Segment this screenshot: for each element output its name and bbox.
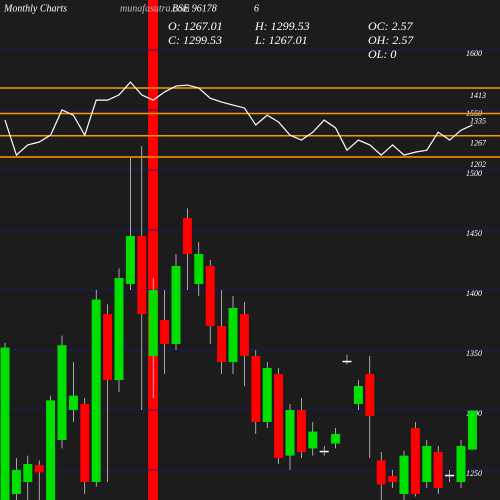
candle-body bbox=[205, 266, 215, 327]
candle-body bbox=[296, 410, 306, 453]
candle-body bbox=[68, 395, 78, 411]
candle-body bbox=[456, 446, 466, 483]
candle-body bbox=[148, 290, 158, 357]
candle-body bbox=[46, 400, 56, 500]
y-tick-label: 1600 bbox=[466, 49, 482, 58]
level-label: 1202 bbox=[470, 160, 486, 169]
level-label: 1267 bbox=[470, 139, 487, 148]
candle-body bbox=[274, 374, 284, 459]
candle-body bbox=[103, 314, 113, 381]
candle-body bbox=[365, 374, 375, 417]
candle-body bbox=[171, 266, 181, 345]
stat: OC: 2.57 bbox=[368, 19, 414, 33]
candle-body bbox=[422, 446, 432, 483]
candle-body bbox=[160, 320, 170, 345]
candle-body bbox=[399, 455, 409, 495]
stat: C: 1299.53 bbox=[168, 33, 222, 47]
candle-body bbox=[376, 460, 386, 485]
stat: O: 1267.01 bbox=[168, 19, 223, 33]
y-tick-label: 1250 bbox=[466, 469, 482, 478]
symbol: BSE 96178 bbox=[172, 3, 217, 14]
candle-body bbox=[285, 410, 295, 456]
candle-body bbox=[262, 368, 272, 423]
y-tick-label: 1450 bbox=[466, 229, 482, 238]
candle-body bbox=[353, 386, 363, 405]
candle-body bbox=[137, 236, 147, 315]
candle-body bbox=[388, 476, 398, 483]
candle-body bbox=[23, 464, 33, 483]
candle-body bbox=[239, 314, 249, 357]
candle-body bbox=[217, 326, 227, 363]
highlight-bar bbox=[148, 0, 158, 500]
stat: OH: 2.57 bbox=[368, 33, 414, 47]
candle-body bbox=[114, 278, 124, 381]
candle-body bbox=[91, 299, 101, 483]
candle-body bbox=[57, 345, 67, 441]
candle-body bbox=[228, 308, 238, 363]
candle-body bbox=[0, 347, 10, 500]
indicator-line bbox=[4, 81, 473, 157]
candle-body bbox=[34, 465, 44, 473]
candle-body bbox=[342, 360, 352, 363]
stat: H: 1299.53 bbox=[254, 19, 310, 33]
candle-body bbox=[11, 470, 21, 495]
candle-body bbox=[433, 452, 443, 489]
candle-body bbox=[194, 254, 204, 285]
extra: 6 bbox=[254, 3, 259, 14]
candle-body bbox=[80, 404, 90, 483]
y-tick-label: 1500 bbox=[466, 169, 482, 178]
candle-body bbox=[182, 218, 192, 255]
candle-body bbox=[410, 428, 420, 495]
level-label: 1413 bbox=[470, 91, 486, 100]
candle-body bbox=[331, 434, 341, 444]
site-label: Monthly Charts bbox=[3, 3, 67, 14]
y-tick-label: 1400 bbox=[466, 289, 482, 298]
candle-body bbox=[445, 474, 455, 477]
y-tick-label: 1350 bbox=[466, 349, 482, 358]
candle-body bbox=[308, 431, 318, 449]
stat: OL: 0 bbox=[368, 47, 396, 61]
candle-body bbox=[251, 356, 261, 423]
level-label: 1335 bbox=[470, 116, 486, 125]
brand: munafasutra.com bbox=[120, 3, 190, 14]
candle-body bbox=[125, 236, 135, 285]
candle-body bbox=[319, 450, 329, 453]
candle-body bbox=[467, 410, 477, 450]
stat: L: 1267.01 bbox=[254, 33, 308, 47]
